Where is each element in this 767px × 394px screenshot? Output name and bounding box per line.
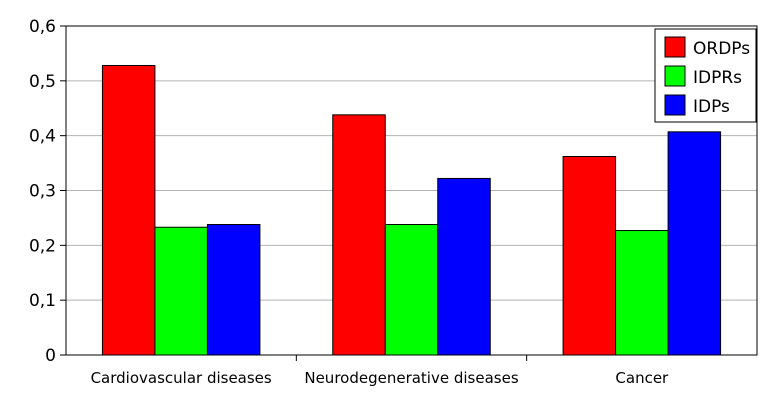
y-tick-label: 0 — [45, 346, 56, 366]
y-tick-label: 0,2 — [29, 236, 56, 256]
y-tick-label: 0,4 — [29, 127, 56, 147]
bar — [154, 226, 208, 356]
bar — [332, 114, 386, 356]
bar — [562, 156, 617, 356]
legend-label: ORDPs — [693, 39, 750, 59]
legend: ORDPs IDPRs IDPs — [654, 28, 757, 123]
legend-swatch — [664, 65, 686, 87]
legend-swatch — [664, 94, 686, 116]
bar — [384, 223, 439, 356]
x-axis: Cardiovascular diseases Neurodegenerative… — [91, 355, 669, 387]
y-tick-label: 0,5 — [29, 72, 56, 92]
bar — [437, 177, 491, 356]
x-tick-label: Neurodegenerative diseases — [304, 369, 518, 387]
x-tick-label: Cardiovascular diseases — [91, 369, 272, 387]
bars — [101, 64, 722, 356]
bar — [667, 131, 722, 356]
bar — [615, 230, 669, 356]
bar — [101, 64, 156, 356]
legend-label: IDPRs — [693, 68, 742, 88]
y-tick-label: 0,3 — [29, 182, 56, 202]
y-tick-label: 0,6 — [29, 17, 56, 37]
y-tick-label: 0,1 — [29, 291, 56, 311]
legend-swatch — [664, 36, 686, 58]
y-axis: 0 0,1 0,2 0,3 0,4 0,5 0,6 — [29, 17, 66, 366]
bar — [206, 223, 261, 356]
legend-label: IDPs — [693, 97, 730, 117]
x-tick-label: Cancer — [615, 369, 669, 387]
